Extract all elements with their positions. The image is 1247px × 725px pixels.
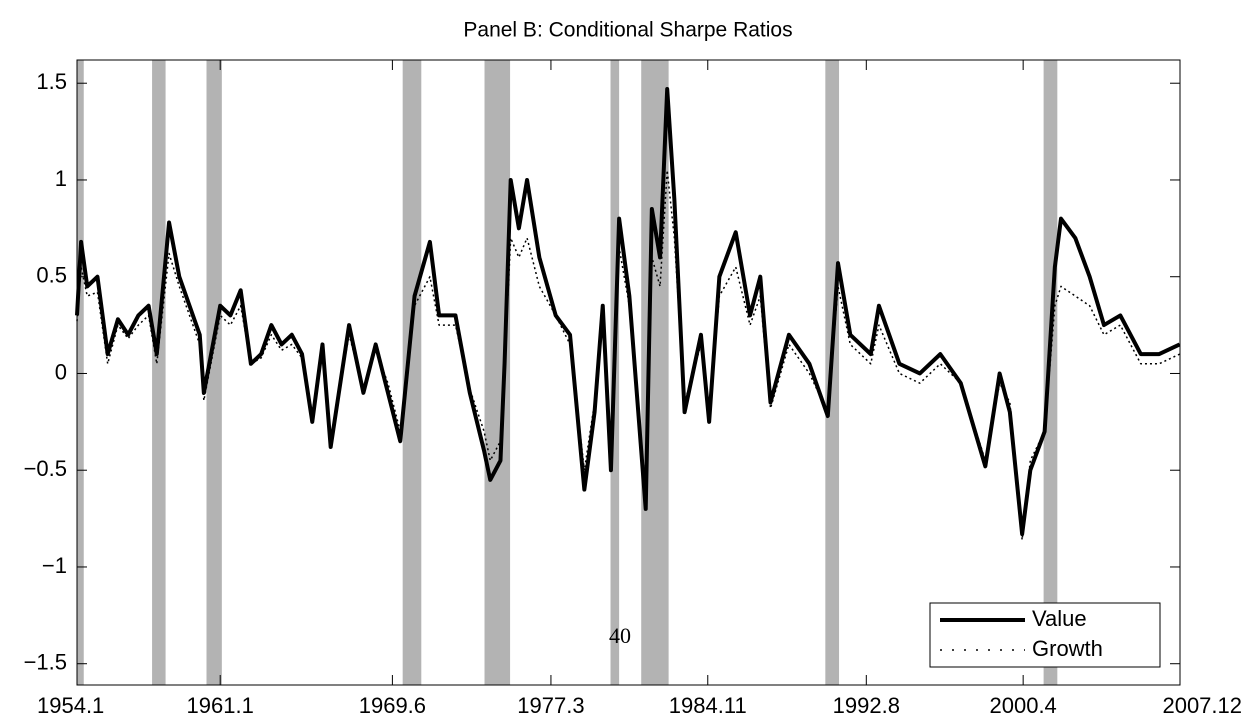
x-tick-label: 1977.3 bbox=[517, 693, 584, 718]
legend-label: Growth bbox=[1032, 636, 1103, 661]
shaded-period bbox=[77, 60, 84, 685]
series-line bbox=[76, 169, 1180, 541]
x-tick-label: 1954.1 bbox=[37, 693, 104, 718]
shaded-period bbox=[1043, 60, 1058, 685]
y-tick-label: 1 bbox=[55, 166, 67, 191]
annotation: 40 bbox=[609, 623, 631, 648]
shaded-period bbox=[484, 60, 511, 685]
series-line bbox=[75, 87, 1181, 537]
x-tick-label: 1992.8 bbox=[833, 693, 900, 718]
x-tick-label: 2007.12 bbox=[1162, 693, 1242, 718]
shaded-period bbox=[152, 60, 166, 685]
y-tick-label: −0.5 bbox=[24, 456, 67, 481]
y-tick-label: 0.5 bbox=[36, 263, 67, 288]
legend-label: Value bbox=[1032, 606, 1087, 631]
y-tick-label: 1.5 bbox=[36, 69, 67, 94]
x-tick-label: 1984.11 bbox=[669, 693, 747, 718]
plot-frame bbox=[76, 59, 1181, 686]
legend-box bbox=[929, 602, 1161, 668]
x-tick-label: 1969.6 bbox=[359, 693, 426, 718]
y-tick-label: −1.5 bbox=[24, 650, 67, 675]
x-tick-label: 2000.4 bbox=[990, 693, 1057, 718]
y-tick-label: −1 bbox=[42, 553, 67, 578]
y-tick-label: 0 bbox=[55, 359, 67, 384]
shaded-period bbox=[206, 60, 222, 685]
x-tick-label: 1961.1 bbox=[187, 693, 254, 718]
shaded-period bbox=[402, 60, 422, 685]
chart-title: Panel B: Conditional Sharpe Ratios bbox=[463, 19, 792, 42]
